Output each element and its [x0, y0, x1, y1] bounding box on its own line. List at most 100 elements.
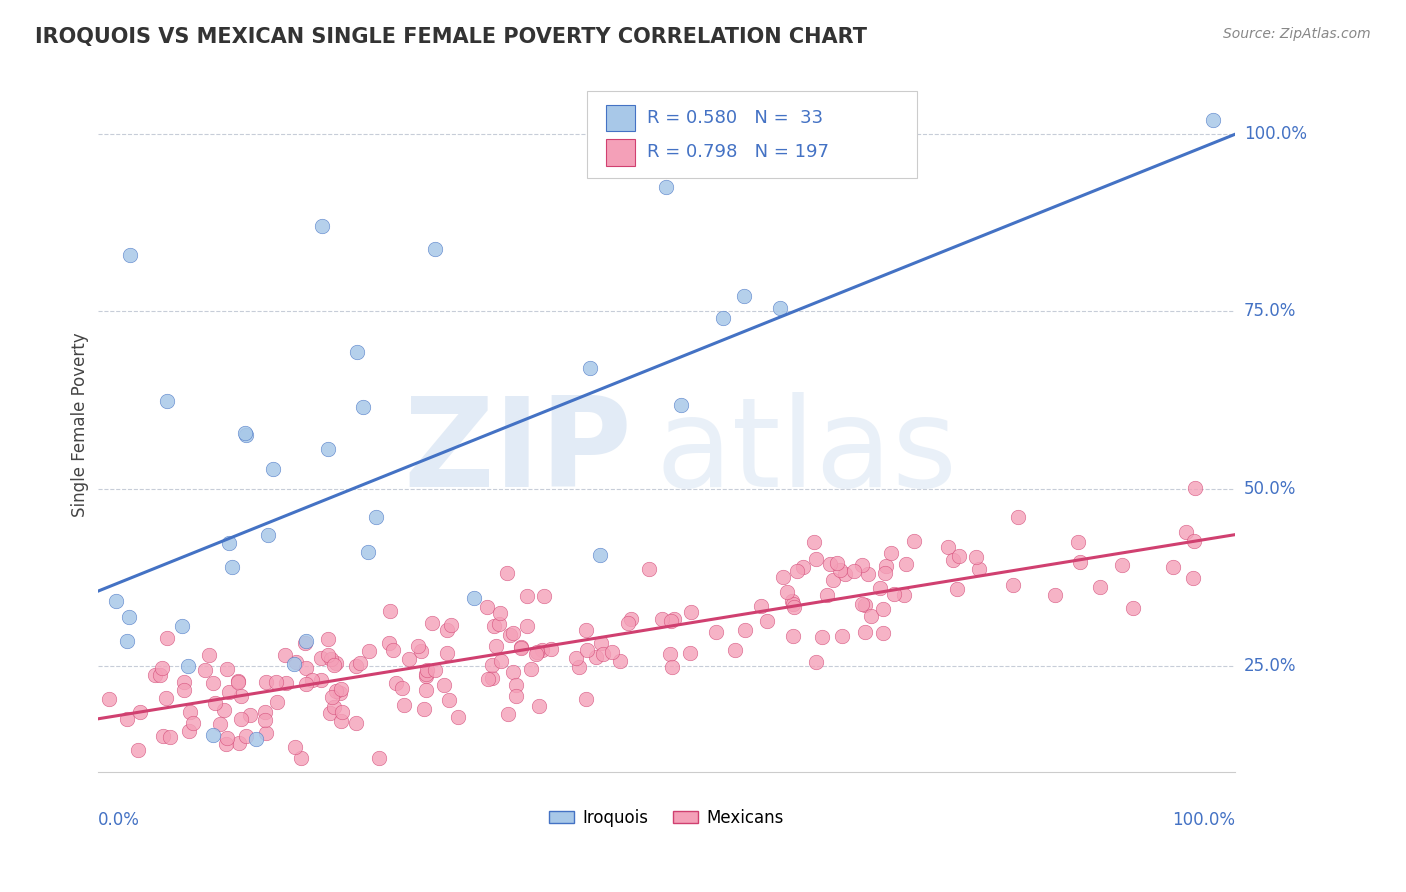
Point [226, 675, 249, 690]
Point [352, 400, 374, 414]
Point [294, 636, 316, 650]
Point [804, 655, 827, 669]
Point [447, 710, 470, 724]
Text: R = 0.798   N = 197: R = 0.798 N = 197 [647, 144, 830, 161]
Text: IROQUOIS VS MEXICAN SINGLE FEMALE POVERTY CORRELATION CHART: IROQUOIS VS MEXICAN SINGLE FEMALE POVERT… [35, 27, 868, 46]
Point [294, 677, 316, 691]
Point [520, 662, 543, 676]
Point [783, 599, 806, 614]
Point [215, 662, 238, 676]
Point [368, 751, 391, 765]
Point [821, 574, 844, 588]
Point [127, 743, 149, 757]
Point [239, 708, 262, 723]
Point [1161, 560, 1184, 574]
Text: 100.0%: 100.0% [1173, 811, 1236, 829]
Point [711, 311, 734, 326]
Point [392, 698, 415, 713]
Point [751, 599, 773, 614]
Point [436, 623, 458, 637]
Point [329, 714, 352, 728]
Point [592, 647, 614, 661]
Point [318, 442, 340, 457]
Point [423, 663, 446, 677]
Point [828, 563, 851, 577]
Point [659, 614, 682, 628]
Point [319, 706, 342, 720]
Point [769, 301, 792, 315]
Point [967, 562, 990, 576]
Point [325, 684, 347, 698]
Point [733, 289, 755, 303]
Point [235, 428, 257, 442]
Point [502, 665, 524, 679]
Point [860, 609, 883, 624]
Point [659, 647, 682, 661]
Point [516, 619, 538, 633]
Point [235, 729, 257, 743]
Point [198, 648, 221, 662]
Point [524, 647, 547, 661]
Point [527, 699, 550, 714]
Point [575, 643, 598, 657]
Point [129, 705, 152, 719]
Point [330, 682, 353, 697]
Text: ZIP: ZIP [404, 392, 633, 513]
Point [155, 691, 177, 706]
Point [853, 598, 876, 612]
Point [651, 612, 673, 626]
FancyBboxPatch shape [606, 104, 634, 131]
Point [329, 686, 352, 700]
Point [179, 705, 201, 719]
Point [825, 557, 848, 571]
Point [1069, 555, 1091, 569]
Point [364, 509, 387, 524]
Point [257, 528, 280, 542]
Point [245, 731, 267, 746]
Point [229, 712, 252, 726]
Point [284, 739, 307, 754]
Text: R = 0.580   N =  33: R = 0.580 N = 33 [647, 109, 824, 127]
Point [811, 631, 834, 645]
Point [412, 702, 434, 716]
Point [489, 654, 512, 668]
Point [883, 587, 905, 601]
Point [378, 636, 401, 650]
Point [1066, 535, 1088, 549]
Point [149, 667, 172, 681]
Point [776, 585, 799, 599]
Point [875, 558, 897, 573]
Point [579, 361, 602, 376]
Point [1088, 581, 1111, 595]
Point [755, 614, 778, 628]
Point [585, 650, 607, 665]
Point [117, 610, 139, 624]
Point [661, 659, 683, 673]
Point [202, 676, 225, 690]
Point [655, 179, 678, 194]
Point [1201, 113, 1223, 128]
Point [815, 588, 838, 602]
Point [295, 661, 318, 675]
Point [215, 731, 238, 746]
Point [357, 545, 380, 559]
Legend: Iroquois, Mexicans: Iroquois, Mexicans [543, 802, 790, 833]
Point [226, 673, 249, 688]
Point [433, 677, 456, 691]
Point [510, 640, 533, 655]
Point [322, 658, 344, 673]
Y-axis label: Single Female Poverty: Single Female Poverty [72, 333, 89, 517]
Point [734, 623, 756, 637]
Point [481, 671, 503, 685]
Point [792, 560, 814, 574]
Point [316, 632, 339, 647]
Text: atlas: atlas [655, 392, 957, 513]
Point [772, 570, 794, 584]
Text: Source: ZipAtlas.com: Source: ZipAtlas.com [1223, 27, 1371, 41]
Point [475, 600, 498, 615]
Point [285, 655, 308, 669]
Point [1002, 578, 1025, 592]
Point [780, 594, 803, 608]
Point [382, 643, 405, 657]
Point [262, 461, 284, 475]
